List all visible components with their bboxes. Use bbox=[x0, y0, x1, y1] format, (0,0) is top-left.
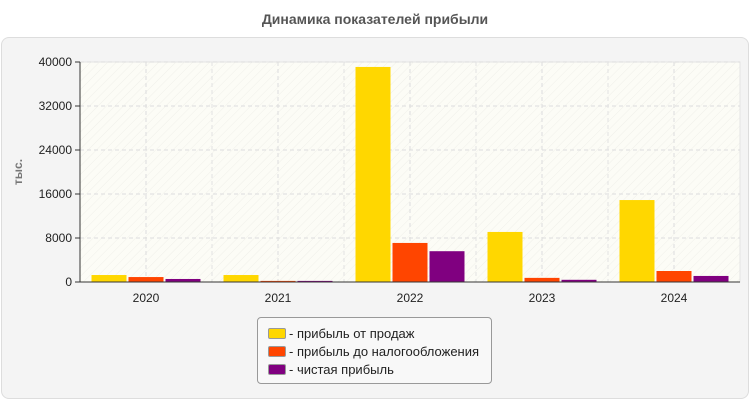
bar-2023-1 bbox=[487, 231, 523, 282]
y-tick-label: 8000 bbox=[45, 231, 72, 245]
x-tick-label: 2022 bbox=[397, 291, 424, 305]
bar-2020-3 bbox=[165, 278, 201, 282]
x-tick-label: 2024 bbox=[661, 291, 688, 305]
bar-2023-2 bbox=[524, 277, 560, 282]
x-tick-label: 2021 bbox=[265, 291, 292, 305]
bar-2024-3 bbox=[693, 275, 729, 282]
legend-label: - прибыль от продаж bbox=[289, 325, 415, 341]
bar-2022-3 bbox=[429, 251, 465, 282]
bar-2020-2 bbox=[128, 277, 164, 282]
y-tick-label: 24000 bbox=[39, 143, 73, 157]
legend-label: - чистая прибыль bbox=[289, 361, 394, 377]
legend-item: - прибыль от продаж bbox=[268, 325, 414, 341]
x-tick-label: 2023 bbox=[529, 291, 556, 305]
y-tick-label: 0 bbox=[65, 275, 72, 289]
bar-2021-3 bbox=[297, 280, 333, 282]
x-tick-label: 2020 bbox=[133, 291, 160, 305]
bar-2020-1 bbox=[91, 275, 127, 282]
y-tick-label: 40000 bbox=[39, 55, 73, 69]
y-axis-label: тыс. bbox=[11, 159, 25, 185]
legend-swatch bbox=[268, 327, 286, 339]
legend-swatch bbox=[268, 363, 286, 375]
bar-2021-1 bbox=[223, 275, 259, 282]
legend: - прибыль от продаж - прибыль до налогооб… bbox=[257, 317, 492, 384]
bar-2024-1 bbox=[619, 200, 655, 282]
chart-title: Динамика показателей прибыли bbox=[261, 11, 489, 27]
bar-2022-1 bbox=[355, 66, 391, 282]
y-tick-label: 32000 bbox=[39, 99, 73, 113]
legend-item: - чистая прибыль bbox=[268, 361, 394, 377]
legend-label: - прибыль до налогообложения bbox=[289, 343, 480, 359]
bar-2022-2 bbox=[392, 242, 428, 282]
bar-2021-2 bbox=[260, 280, 296, 282]
y-tick-label: 16000 bbox=[39, 187, 73, 201]
bar-2024-2 bbox=[656, 271, 692, 282]
legend-item: - прибыль до налогообложения bbox=[268, 343, 479, 359]
bar-2023-3 bbox=[561, 279, 597, 282]
legend-swatch bbox=[268, 345, 286, 357]
